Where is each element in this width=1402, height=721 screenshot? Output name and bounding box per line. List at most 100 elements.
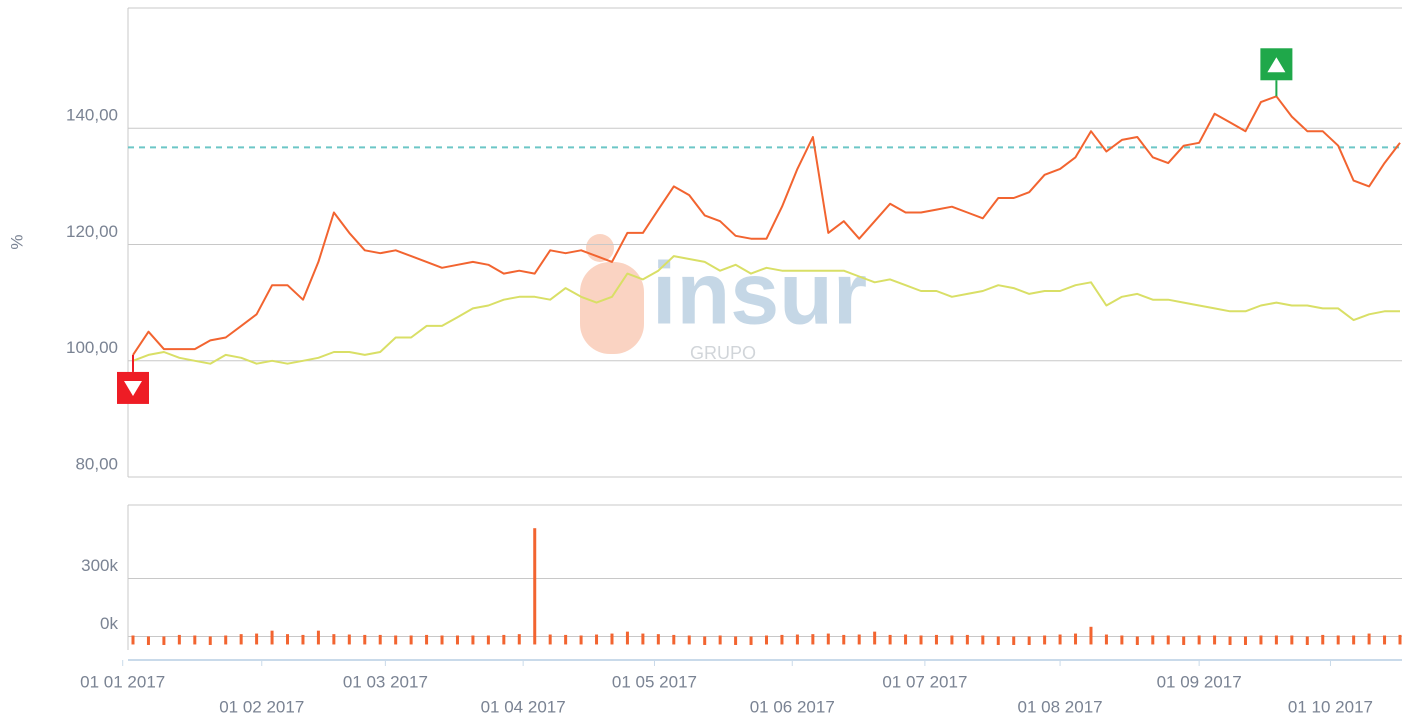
volume-bar xyxy=(826,633,830,645)
volume-bar xyxy=(795,634,799,645)
volume-bar xyxy=(1043,635,1047,645)
volume-bar xyxy=(146,636,150,645)
volume-bar xyxy=(425,634,429,645)
volume-bar xyxy=(888,634,892,645)
y-axis-title: % xyxy=(7,234,26,249)
volume-bar xyxy=(394,635,398,645)
volume-bar xyxy=(1074,633,1078,645)
volume-bar xyxy=(672,634,676,645)
volume-bar xyxy=(1166,635,1170,645)
volume-bar xyxy=(409,635,413,645)
marker-arrow xyxy=(124,380,142,396)
volume-bar xyxy=(981,635,985,645)
volume-bar xyxy=(857,634,861,645)
x-tick-label: 01 03 2017 xyxy=(343,672,428,691)
volume-bar xyxy=(1398,634,1402,645)
volume-bar xyxy=(1305,636,1309,645)
volume-bar xyxy=(1274,635,1278,645)
volume-bar xyxy=(301,634,305,645)
volume-bar xyxy=(718,635,722,645)
volume-bar xyxy=(1290,635,1294,645)
volume-bar xyxy=(177,634,181,645)
volume-bar xyxy=(363,634,367,645)
volume-bar xyxy=(641,633,645,645)
volume-bar xyxy=(950,635,954,645)
volume-bar xyxy=(347,634,351,645)
marker-arrow xyxy=(1267,57,1286,73)
volume-bar xyxy=(316,630,320,645)
volume-bar xyxy=(286,634,290,645)
volume-bar xyxy=(270,630,274,645)
volume-bar xyxy=(440,635,444,645)
volume-bar xyxy=(255,633,259,645)
volume-bar xyxy=(934,634,938,645)
volume-bar xyxy=(533,528,537,645)
line-series xyxy=(132,95,1401,356)
volume-bar xyxy=(1367,633,1371,645)
volume-bar xyxy=(1243,636,1247,645)
y-tick-label: 300k xyxy=(81,556,118,575)
volume-bar xyxy=(162,636,166,645)
watermark-subtext: GRUPO xyxy=(690,343,756,363)
volume-bar xyxy=(208,636,212,645)
volume-bar xyxy=(1336,635,1340,645)
volume-bar xyxy=(734,636,738,645)
volume-bar xyxy=(965,634,969,645)
volume-bar xyxy=(332,634,336,645)
volume-bar xyxy=(193,635,197,645)
volume-bar xyxy=(378,634,382,645)
volume-bar xyxy=(780,634,784,645)
volume-bar xyxy=(579,635,583,645)
y-tick-label: 0k xyxy=(100,614,118,633)
volume-bar xyxy=(873,631,877,645)
x-tick-label: 01 02 2017 xyxy=(219,697,304,716)
x-tick-label: 01 04 2017 xyxy=(481,697,566,716)
volume-bar xyxy=(564,634,568,645)
watermark: insur GRUPO xyxy=(580,234,867,363)
volume-bar xyxy=(1058,634,1062,645)
volume-bar xyxy=(1089,626,1093,645)
volume-bar xyxy=(1120,635,1124,645)
volume-bar xyxy=(1012,636,1016,645)
x-tick-label: 01 07 2017 xyxy=(882,672,967,691)
volume-bar xyxy=(919,635,923,645)
x-tick-label: 01 10 2017 xyxy=(1288,697,1373,716)
y-tick-label: 140,00 xyxy=(66,106,118,125)
volume-bar xyxy=(1182,636,1186,645)
volume-bar xyxy=(455,635,459,645)
volume-bar xyxy=(517,634,521,645)
y-tick-label: 80,00 xyxy=(75,454,118,473)
volume-bar xyxy=(656,634,660,645)
volume-bar xyxy=(224,635,228,645)
volume-bar xyxy=(239,634,243,645)
volume-bar xyxy=(1228,636,1232,645)
x-tick-label: 01 05 2017 xyxy=(612,672,697,691)
x-tick-label: 01 06 2017 xyxy=(750,697,835,716)
volume-bar xyxy=(765,635,768,645)
volume-bar xyxy=(1213,635,1217,645)
volume-bar xyxy=(1151,635,1155,645)
watermark-shape xyxy=(580,262,644,354)
volume-bar xyxy=(486,635,490,645)
volume-bar xyxy=(703,636,707,645)
volume-bar xyxy=(687,635,691,645)
volume-bar xyxy=(1197,635,1201,645)
volume-bar xyxy=(595,634,599,645)
volume-bar xyxy=(1259,635,1263,645)
volume-bar xyxy=(842,634,846,645)
x-tick-label: 01 08 2017 xyxy=(1018,697,1103,716)
y-tick-label: 100,00 xyxy=(66,338,118,357)
x-tick-label: 01 01 2017 xyxy=(80,672,165,691)
volume-bar xyxy=(1135,636,1139,645)
y-tick-label: 120,00 xyxy=(66,222,118,241)
volume-bar xyxy=(471,635,475,645)
volume-bar xyxy=(1027,636,1031,645)
volume-bar xyxy=(1321,634,1325,645)
volume-bar xyxy=(1383,635,1387,645)
volume-bar xyxy=(610,633,614,645)
volume-bar xyxy=(749,636,753,645)
volume-bar xyxy=(811,634,815,645)
volume-bar xyxy=(548,634,552,645)
